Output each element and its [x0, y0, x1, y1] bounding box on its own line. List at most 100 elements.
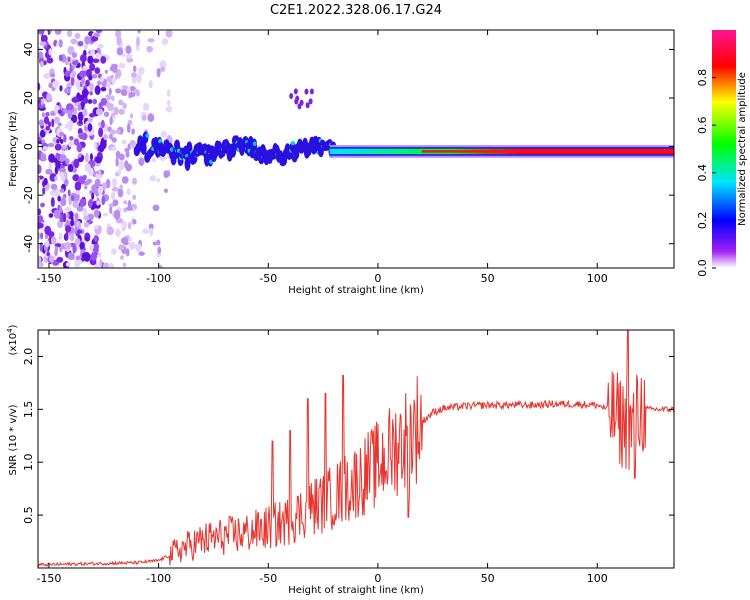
x-tick-label: 100: [587, 272, 608, 285]
noise-cell: [47, 231, 55, 238]
noise-cell: [129, 113, 134, 119]
colorbar-ticks: 0.0 0.2 0.4 0.6 0.8: [696, 69, 716, 277]
y-tick-label: 0.5: [22, 506, 35, 524]
noise-cell: [70, 219, 74, 227]
noise-cell: [79, 54, 87, 63]
noise-cell: [152, 204, 160, 212]
noise-cell: [47, 30, 52, 35]
noise-cell: [97, 225, 102, 234]
noise-cell: [67, 189, 71, 197]
noise-cell: [38, 222, 44, 229]
noise-cell: [130, 72, 137, 78]
noise-cell: [97, 80, 102, 86]
spectrogram-panel: -150 -100 -50 0 50 100 -40 -20 0 20 40 Height of …: [8, 29, 675, 296]
colorbar-tick-label: 0.4: [696, 164, 709, 182]
noise-cell: [56, 256, 64, 263]
noise-cell: [91, 204, 97, 210]
noise-cell: [116, 33, 121, 44]
noise-cell: [106, 226, 114, 236]
noise-cell: [60, 138, 64, 144]
noise-cell: [159, 60, 167, 69]
colorbar-label: Normalized spectral amplitude: [737, 72, 748, 226]
noise-cell: [132, 177, 138, 185]
noise-cell: [138, 67, 145, 75]
noise-cell: [99, 76, 104, 83]
noise-cell: [77, 111, 84, 122]
noise-cell: [83, 215, 90, 221]
spectrogram-x-label: Height of straight line (km): [288, 285, 424, 296]
noise-cell: [132, 194, 137, 201]
noise-cell: [85, 79, 90, 87]
noise-cell: [71, 97, 79, 103]
noise-cell: [61, 144, 67, 149]
noise-cell: [79, 241, 85, 250]
noise-cell: [89, 198, 93, 208]
noise-cell: [89, 63, 96, 72]
x-tick-label: 0: [374, 572, 381, 585]
noise-cell: [82, 65, 88, 71]
noise-cell: [156, 178, 161, 183]
noise-cell: [132, 219, 137, 225]
noise-cell: [54, 175, 58, 182]
noise-cell: [95, 52, 100, 58]
noise-cell: [166, 100, 171, 106]
snr-frame: [37, 329, 675, 569]
noise-cell: [58, 39, 63, 48]
noise-cell: [38, 82, 41, 91]
noise-cell: [146, 45, 154, 53]
noise-cell: [100, 97, 107, 106]
noise-cell: [66, 212, 70, 219]
noise-cell: [80, 72, 84, 77]
noise-cell: [106, 76, 114, 83]
noise-cell: [76, 229, 82, 234]
noise-cell: [142, 114, 146, 122]
noise-cell: [142, 102, 150, 111]
noise-cell: [79, 198, 87, 207]
noise-cell: [131, 128, 136, 135]
noise-cell: [67, 45, 75, 55]
weak-feature-cell: [305, 102, 310, 109]
noise-cell: [111, 137, 117, 143]
noise-cell: [118, 244, 125, 251]
noise-cell: [54, 30, 62, 35]
noise-cell: [67, 252, 75, 261]
noise-cell: [138, 251, 145, 256]
noise-cell: [46, 57, 54, 64]
noise-cell: [74, 181, 82, 191]
noise-cell: [48, 48, 53, 56]
noise-cell: [54, 143, 62, 151]
noise-cell: [94, 67, 101, 75]
x-tick-label: 50: [481, 572, 495, 585]
noise-cell: [38, 119, 45, 127]
noise-cell: [101, 182, 107, 191]
noise-cell: [104, 69, 108, 74]
noise-cell: [95, 108, 104, 116]
y-tick-label: 1.5: [22, 401, 35, 419]
colorbar-gradient: [712, 30, 736, 268]
noise-cell: [71, 52, 78, 59]
noise-cell: [129, 139, 136, 147]
noise-cell: [161, 38, 169, 46]
noise-cell: [72, 174, 80, 182]
noise-cell: [97, 169, 102, 176]
noise-cell: [119, 184, 123, 190]
noise-cell: [76, 143, 83, 153]
noise-cell: [42, 187, 46, 195]
noise-cell: [105, 94, 112, 101]
noise-cell: [148, 223, 154, 230]
y-tick-label: 2.0: [22, 348, 35, 366]
noise-cell: [39, 41, 47, 47]
noise-cell: [38, 231, 41, 241]
x-tick-label: 0: [374, 272, 381, 285]
noise-cell: [90, 252, 98, 261]
colorbar-tick-label: 0.6: [696, 116, 709, 134]
noise-cell: [103, 133, 109, 141]
snr-x-label: Height of straight line (km): [288, 585, 424, 596]
noise-cell: [76, 223, 82, 229]
noise-cell: [98, 127, 104, 138]
noise-cell: [157, 246, 162, 254]
noise-cell: [45, 111, 50, 117]
noise-cell: [83, 221, 90, 228]
x-tick-label: -150: [36, 572, 61, 585]
spectrogram-x-ticks: -150 -100 -50 0 50 100: [36, 30, 608, 285]
